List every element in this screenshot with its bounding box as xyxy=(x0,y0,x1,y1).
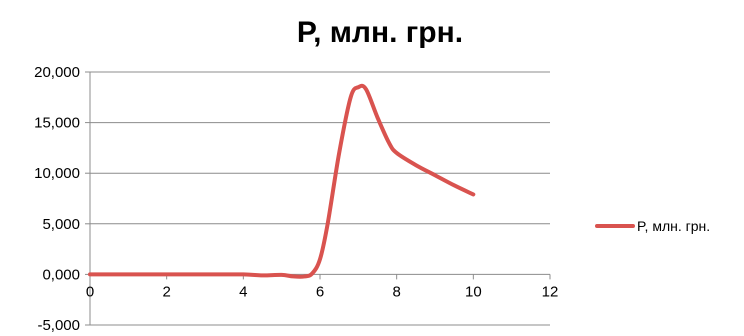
legend: P, млн. грн. xyxy=(595,218,710,234)
x-tick-label: 8 xyxy=(392,283,400,300)
y-tick-label: 0,000 xyxy=(42,266,80,283)
tick-labels: -5,000 0,000 5,000 10,000 15,000 20,000 0 2 4 6 8 1… xyxy=(34,64,558,334)
grid-layer xyxy=(90,71,550,326)
y-tick-label: 15,000 xyxy=(34,115,80,132)
series-line xyxy=(88,83,476,279)
chart-title: P, млн. грн. xyxy=(297,16,463,49)
y-tick-label: 10,000 xyxy=(34,165,80,182)
y-tick-label: 20,000 xyxy=(34,64,80,81)
x-tick-label: 10 xyxy=(465,283,482,300)
y-tick-label: -5,000 xyxy=(37,317,80,334)
x-tick-label: 6 xyxy=(316,283,324,300)
series-layer xyxy=(88,83,476,279)
x-tick-label: 12 xyxy=(542,283,559,300)
x-tick-label: 2 xyxy=(162,283,170,300)
x-tick-label: 4 xyxy=(239,283,247,300)
x-tick-label: 0 xyxy=(86,283,94,300)
y-tick-label: 5,000 xyxy=(42,216,80,233)
legend-label: P, млн. грн. xyxy=(637,218,710,234)
